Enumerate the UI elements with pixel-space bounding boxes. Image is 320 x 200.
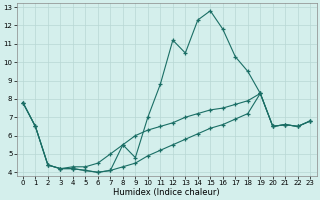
X-axis label: Humidex (Indice chaleur): Humidex (Indice chaleur) <box>113 188 220 197</box>
